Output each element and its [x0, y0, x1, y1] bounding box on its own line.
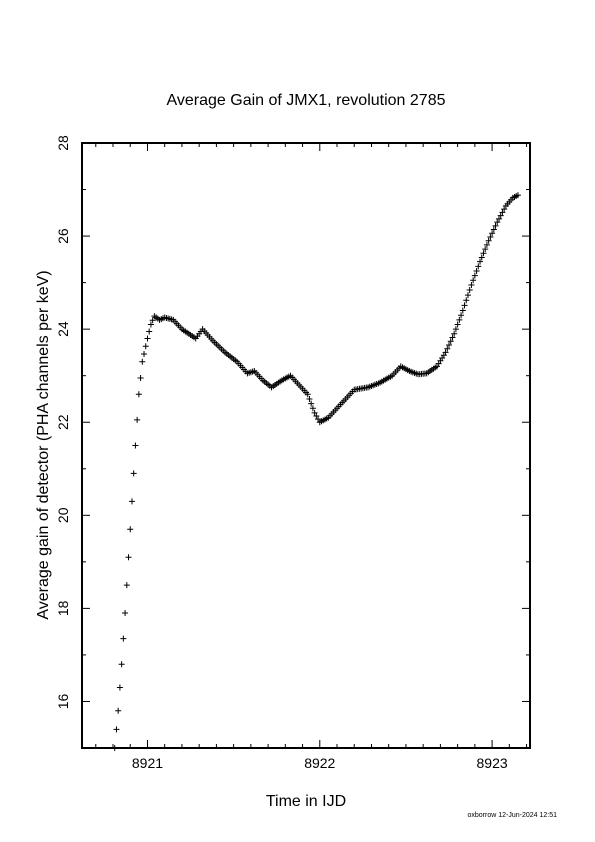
- data-point: [141, 350, 148, 357]
- data-point: [459, 307, 466, 314]
- data-point: [464, 292, 471, 299]
- data-point: [144, 335, 151, 342]
- data-point: [137, 375, 144, 382]
- x-tick-label: 8922: [304, 755, 335, 771]
- y-axis-ticks: 16 18 20 22 24 26 28: [55, 135, 530, 749]
- y-tick-label: 26: [55, 228, 71, 244]
- y-tick-label: 28: [55, 135, 71, 151]
- data-point: [473, 267, 480, 274]
- plot-frame: [81, 142, 531, 749]
- data-point: [447, 338, 454, 345]
- data-point: [122, 610, 129, 617]
- data-point: [471, 272, 478, 279]
- data-point: [315, 416, 322, 423]
- data-point: [475, 263, 482, 270]
- data-point: [452, 326, 459, 333]
- data-point: [132, 442, 139, 449]
- data-point: [123, 582, 130, 589]
- data-point: [113, 726, 120, 733]
- x-tick-label: 8923: [477, 755, 508, 771]
- data-point: [456, 316, 463, 323]
- chart-title: Average Gain of JMX1, revolution 2785: [167, 92, 446, 109]
- y-tick-label: 16: [55, 693, 71, 709]
- data-point: [128, 498, 135, 505]
- data-point: [309, 405, 316, 412]
- data-point: [120, 635, 127, 642]
- x-axis-label: Time in IJD: [266, 793, 346, 810]
- data-point: [115, 707, 122, 714]
- data-point: [470, 277, 477, 284]
- y-tick-label: 24: [55, 321, 71, 337]
- data-point: [116, 684, 123, 691]
- data-point: [308, 400, 315, 407]
- data-point: [490, 226, 497, 233]
- data-point: [487, 234, 494, 241]
- data-point: [142, 343, 149, 350]
- data-point: [147, 321, 154, 328]
- data-point: [497, 212, 504, 219]
- data-point: [466, 287, 473, 294]
- plot-border: [81, 142, 531, 749]
- data-point: [501, 206, 508, 213]
- data-point: [483, 241, 490, 248]
- data-point: [442, 349, 449, 356]
- y-tick-label: 22: [55, 414, 71, 430]
- data-point: [463, 297, 470, 304]
- data-point: [461, 302, 468, 309]
- data-point: [127, 526, 134, 533]
- data-point: [304, 391, 311, 398]
- data-point: [446, 341, 453, 348]
- data-point: [478, 254, 485, 261]
- y-tick-label: 18: [55, 600, 71, 616]
- data-point: [313, 413, 320, 420]
- data-point: [477, 258, 484, 265]
- data-point: [146, 328, 153, 335]
- data-point: [311, 409, 318, 416]
- data-point: [130, 470, 137, 477]
- data-point: [149, 317, 156, 324]
- x-tick-label: 8921: [132, 755, 163, 771]
- data-point: [444, 345, 451, 352]
- data-point: [451, 330, 458, 337]
- data-point: [495, 215, 502, 222]
- footer-credit: oxborrow 12-Jun-2024 12:51: [467, 812, 557, 819]
- data-point: [468, 281, 475, 288]
- data-point: [125, 554, 132, 561]
- data-point: [111, 745, 118, 751]
- data-point: [139, 358, 146, 365]
- data-point: [482, 246, 489, 253]
- data-point: [134, 416, 141, 423]
- y-tick-label: 20: [55, 507, 71, 523]
- data-point: [306, 395, 313, 402]
- data-point: [458, 312, 465, 319]
- data-point: [135, 391, 142, 398]
- data-point: [485, 237, 492, 244]
- data-point: [489, 230, 496, 237]
- data-point: [494, 219, 501, 226]
- data-point: [480, 250, 487, 257]
- data-point: [449, 334, 456, 341]
- data-point: [492, 222, 499, 229]
- data-point: [118, 661, 125, 668]
- data-point: [454, 321, 461, 328]
- y-axis-label: Average gain of detector (PHA channels p…: [35, 270, 52, 619]
- x-axis-ticks: 8921 8922 8923: [95, 143, 528, 771]
- data-points: [111, 192, 521, 751]
- data-point: [514, 192, 521, 199]
- data-point: [499, 209, 506, 216]
